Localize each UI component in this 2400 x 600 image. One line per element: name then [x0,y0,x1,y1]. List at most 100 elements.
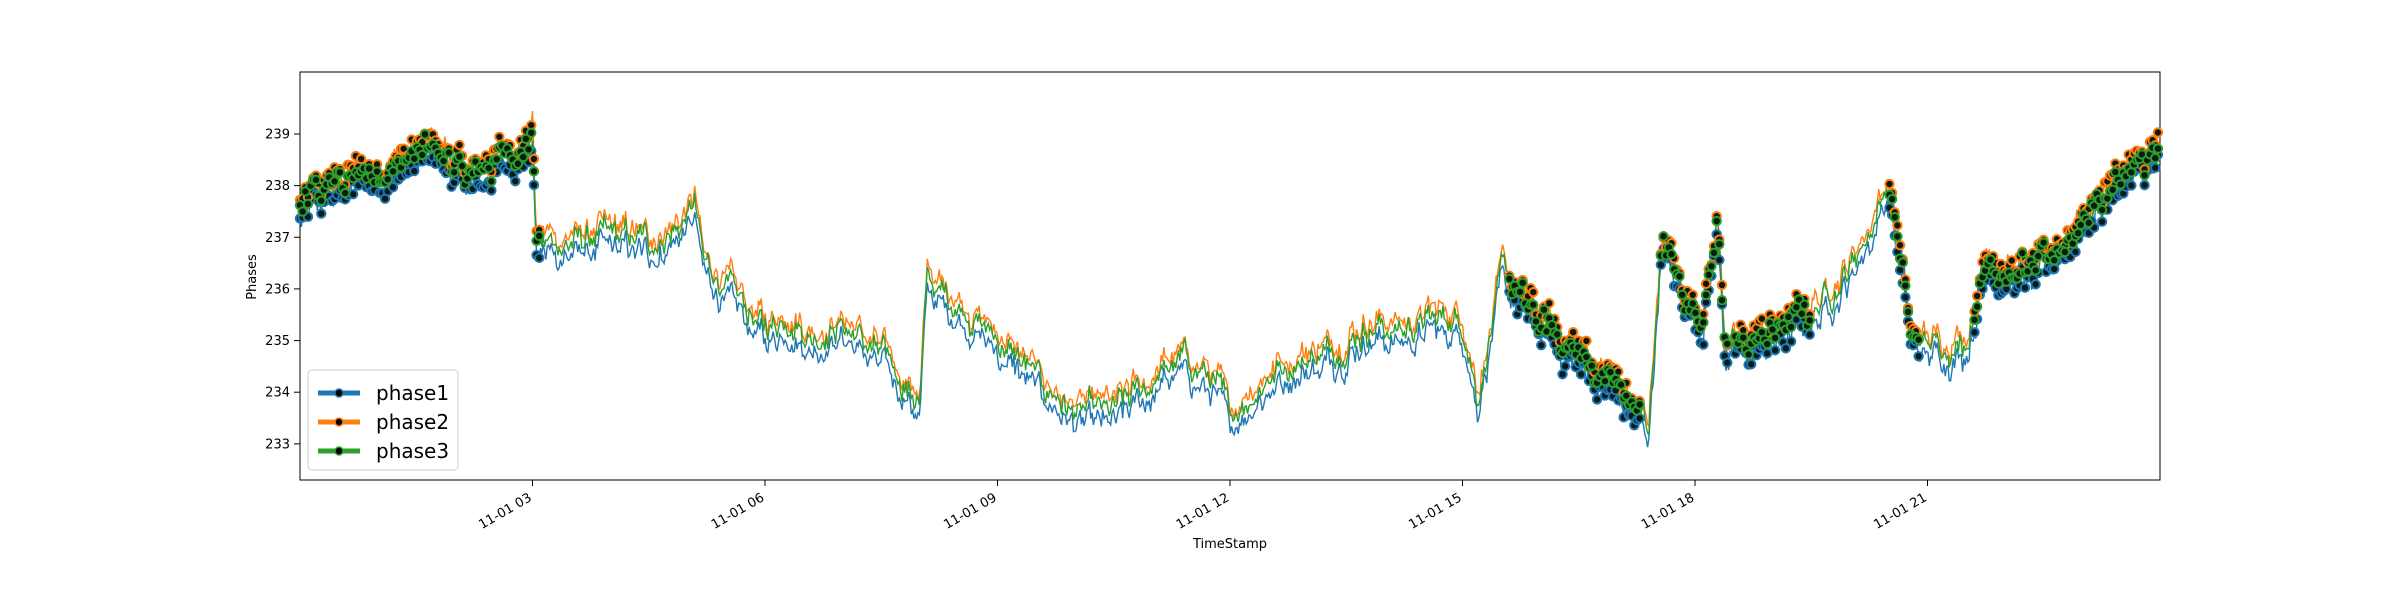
marker-point-phase3 [448,167,460,178]
y-tick-label: 238 [265,179,290,194]
marker-point-phase3 [2038,237,2049,248]
marker-point-phase3 [1676,289,1688,301]
marker-point-phase1 [1804,329,1815,340]
marker-point-phase2 [1687,289,1698,301]
marker-point-phase1 [528,179,540,191]
marker-point-phase3 [1783,311,1794,323]
marker-point-phase2 [1700,278,1712,289]
marker-point-phase2 [1544,298,1555,309]
series-line-phase1 [299,141,2160,448]
marker-point-phase3 [534,230,545,242]
marker-point-phase1 [1559,360,1571,372]
marker-point-phase1 [510,176,521,187]
series-line-phase2 [299,111,2160,428]
marker-point-phase3 [1690,307,1701,318]
marker-point-phase3 [483,162,494,174]
marker-point-phase3 [1913,334,1924,345]
marker-point-phase3 [1969,314,1980,326]
marker-point-phase2 [528,153,540,165]
marker-point-phase3 [2017,247,2028,259]
marker-point-phase3 [1528,299,1539,310]
marker-point-phase3 [2059,246,2071,258]
series-line-phase3 [299,122,2160,436]
marker-point-phase3 [1804,315,1815,326]
marker-point-phase3 [1552,329,1563,340]
marker-point-phase3 [1615,379,1627,390]
marker-point-phase3 [310,174,322,186]
marker-point-phase2 [1884,178,1895,190]
marker-point-phase3 [1517,277,1528,288]
marker-point-phase3 [1700,289,1712,301]
marker-point-phase3 [518,151,529,163]
marker-point-phase3 [1714,238,1725,250]
marker-point-phase3 [1722,338,1733,349]
legend-label-phase1: phase1 [376,381,449,405]
marker-point-phase1 [1900,292,1911,303]
marker-point-phase1 [1714,254,1725,266]
marker-point-phase1 [2126,180,2137,191]
marker-point-phase3 [2107,184,2118,195]
marker-point-phase3 [526,127,537,138]
marker-point-phase3 [512,158,524,169]
marker-point-phase3 [1706,261,1717,272]
legend: phase1 phase2 phase3 [307,369,459,471]
marker-point-phase3 [1538,304,1550,315]
marker-point-phase3 [1897,257,1908,268]
marker-point-phase3 [1666,249,1677,260]
y-axis: 233 234 235 236 237 238 239 [265,127,300,452]
marker-point-phase1 [1591,394,1603,405]
marker-point-phase3 [371,166,383,177]
marker-point-phase1 [316,208,327,219]
y-tick-label: 235 [265,334,290,349]
marker-point-phase3 [329,176,340,187]
marker-point-phase3 [1711,215,1722,227]
marker-point-phase3 [334,167,346,178]
plot-area [294,71,2164,481]
y-tick-label: 239 [265,127,290,142]
marker-point-phase3 [2115,179,2126,190]
marker-point-phase3 [1769,332,1781,344]
marker-point-phase1 [1780,343,1791,354]
marker-point-phase3 [2072,227,2084,239]
marker-point-phase3 [1892,231,1903,242]
marker-point-phase1 [486,185,497,196]
marker-point-phase1 [2019,282,2031,293]
marker-point-phase2 [454,139,465,151]
marker-point-phase3 [2030,265,2041,276]
marker-point-phase2 [1971,290,1983,302]
marker-point-phase1 [2150,162,2161,174]
marker-point-phase3 [1514,286,1526,298]
y-tick-label: 237 [265,231,290,246]
legend-label-phase3: phase3 [376,439,449,463]
marker-point-phase3 [1971,301,1983,312]
marker-point-phase3 [302,198,314,210]
marker-point-phase3 [1900,280,1911,291]
marker-point-phase3 [339,187,351,199]
marker-point-phase2 [2152,127,2164,138]
marker-point-phase1 [1722,357,1733,368]
marker-point-phase3 [1581,351,1592,363]
marker-point-phase2 [1567,327,1579,338]
marker-point-phase2 [1894,240,1906,251]
x-axis-title: TimeStamp [1192,537,1267,552]
marker-point-phase3 [1902,306,1914,318]
marker-point-phase3 [486,176,497,187]
marker-point-phase1 [534,252,545,264]
marker-point-phase3 [1738,332,1749,343]
marker-point-phase1 [2139,179,2150,191]
marker-point-phase1 [2049,263,2060,275]
marker-point-phase3 [419,129,431,140]
marker-point-phase3 [1703,269,1714,281]
marker-point-phase3 [409,153,420,164]
marker-point-phase2 [494,131,505,142]
marker-point-phase3 [1658,231,1669,242]
y-tick-label: 234 [265,386,290,401]
marker-point-phase2 [1892,220,1903,231]
marker-point-phase2 [1756,313,1768,324]
marker-point-phase3 [523,144,534,155]
marker-point-phase3 [1799,299,1810,310]
legend-marker-phase1 [334,388,344,398]
marker-point-phase3 [1985,254,1996,265]
y-axis-title: Phases [245,254,260,300]
